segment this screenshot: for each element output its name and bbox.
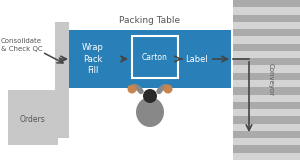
Bar [69,30,231,88]
Bar [233,87,300,95]
Bar [233,58,300,65]
Text: Packing Table: Packing Table [119,16,181,25]
Bar [233,102,300,109]
Circle shape [128,84,136,93]
Circle shape [143,89,157,103]
Ellipse shape [136,97,164,127]
Text: Label: Label [184,55,207,64]
Bar [233,51,300,58]
Text: Consolidate
& Check QC: Consolidate & Check QC [1,38,43,52]
Bar [233,15,300,22]
Bar [233,116,300,124]
Bar [55,22,69,138]
Bar [233,95,300,102]
Bar [233,109,300,116]
Text: Conveyor: Conveyor [268,63,274,97]
Bar [233,0,300,7]
Bar [233,124,300,131]
Bar [8,90,58,145]
Bar [233,65,300,73]
Text: Wrap
Pack
Fill: Wrap Pack Fill [82,43,104,75]
Bar [233,153,300,160]
Circle shape [164,84,172,93]
Bar [233,131,300,138]
Bar [233,145,300,153]
Bar [233,22,300,29]
Bar [233,138,300,145]
Bar [233,29,300,36]
Bar [233,7,300,15]
Bar [132,36,178,78]
Text: Orders: Orders [20,115,46,124]
Bar [233,80,300,87]
Bar [233,44,300,51]
Text: Carton: Carton [142,52,168,61]
Bar [233,36,300,44]
Bar [233,73,300,80]
